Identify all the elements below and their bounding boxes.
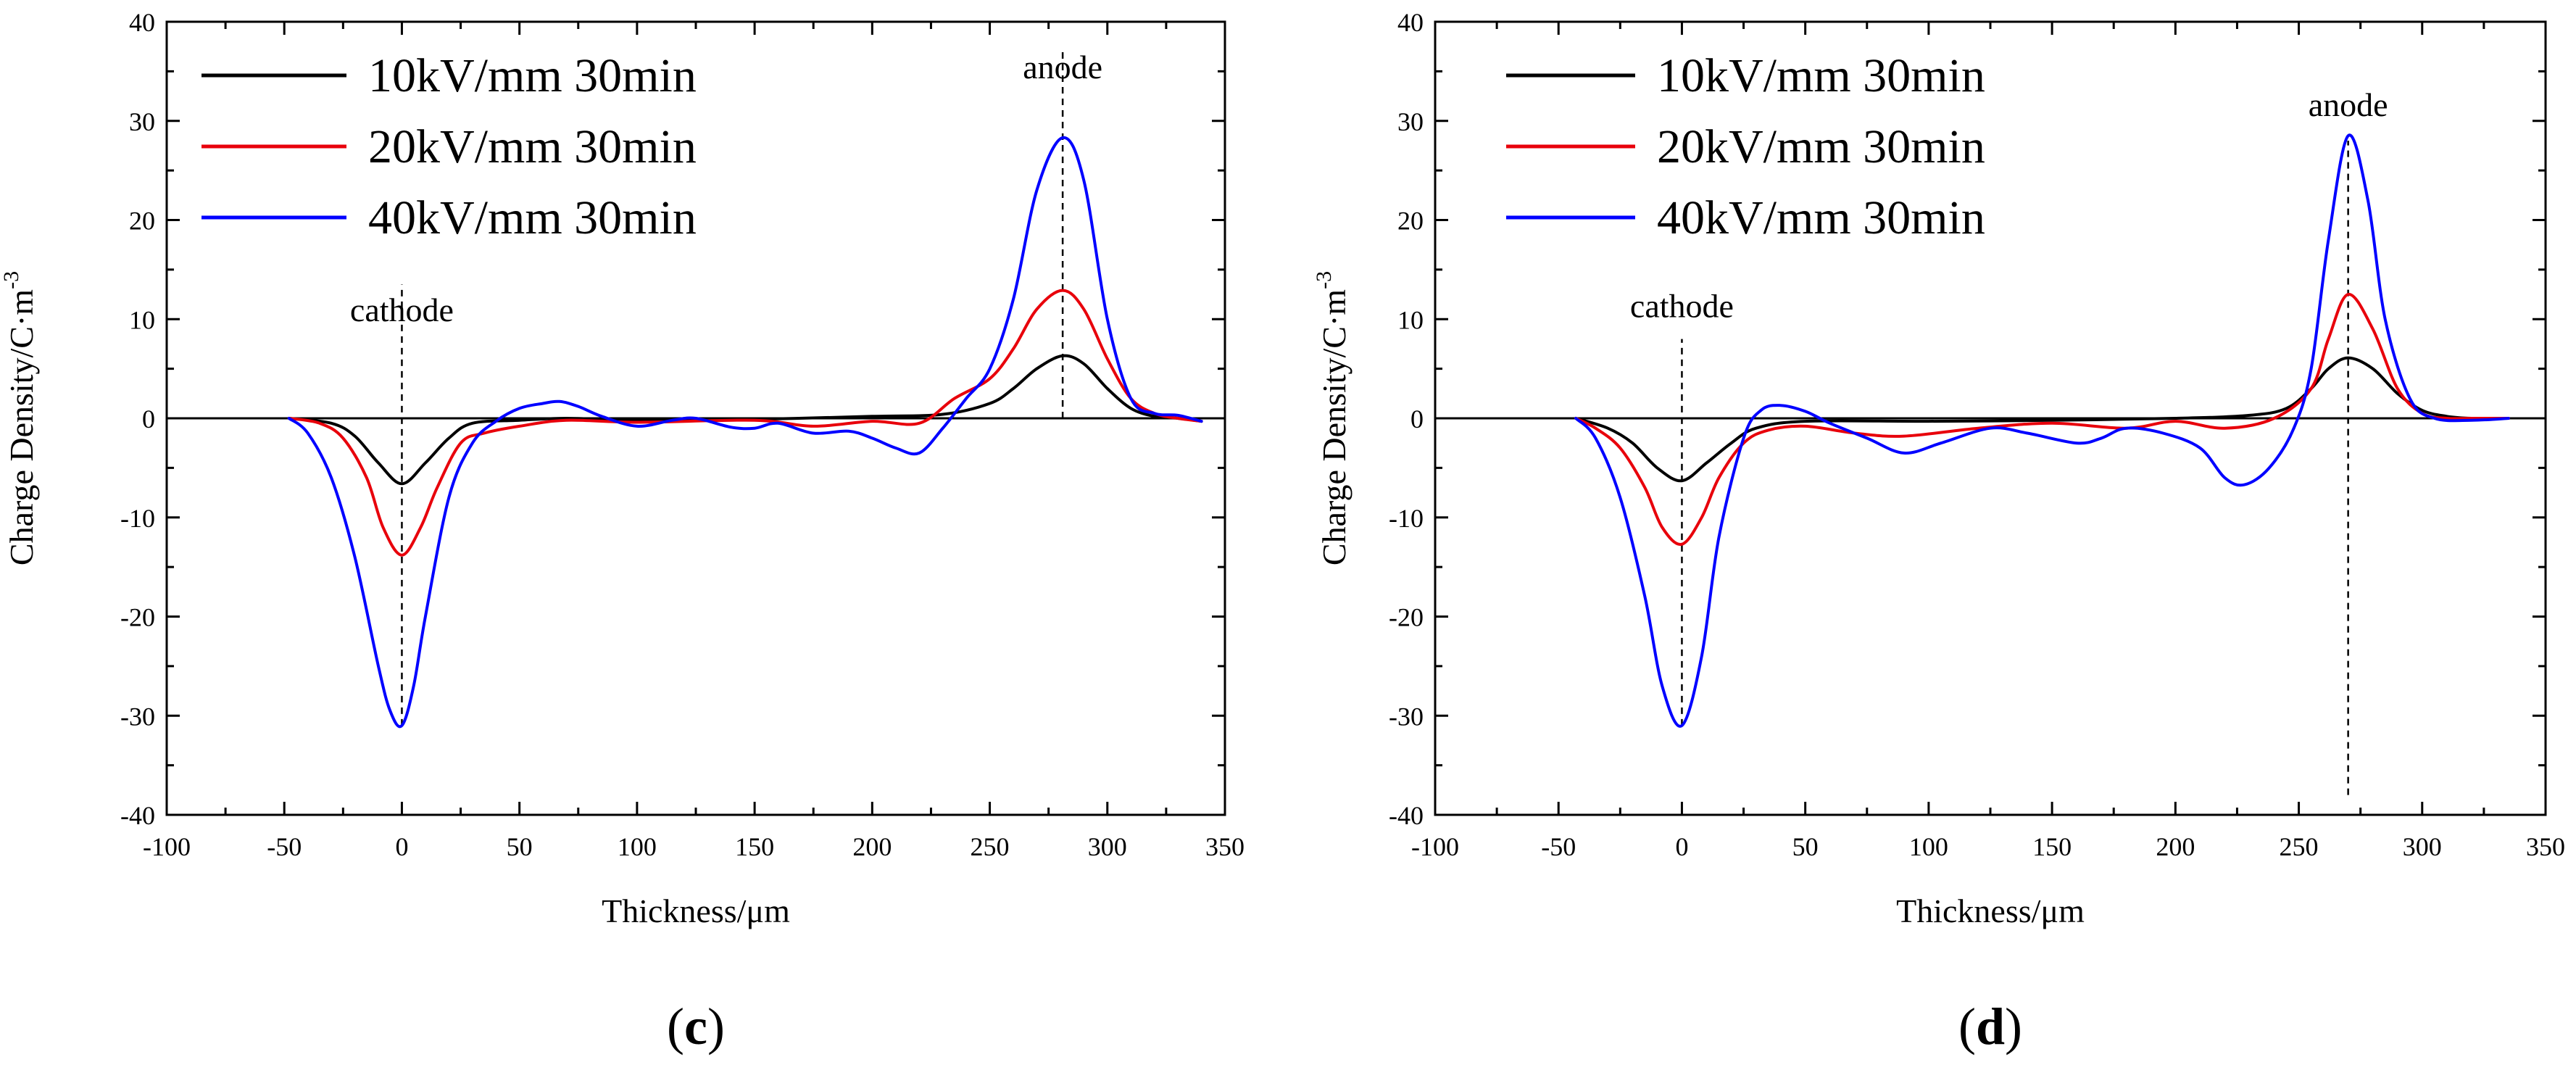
x-axis-title: Thickness/μm [602, 892, 790, 929]
legend-label-40kV: 40kV/mm 30min [368, 191, 697, 244]
panel-label-letter: c [684, 998, 707, 1056]
x-tick-label: 100 [1909, 832, 1948, 861]
panel-label-open: ( [667, 998, 684, 1056]
y-tick-label: -40 [120, 801, 155, 830]
panel-d: -100 -50 0 50 100 150 200 250 300 350-40-30-20-10… [1312, 8, 2565, 1056]
y-tick-label: 10 [129, 305, 155, 334]
legend-label-40kV: 40kV/mm 30min [1657, 191, 1985, 244]
y-tick-label: -20 [120, 603, 155, 632]
anode-label: anode [1023, 49, 1102, 86]
y-tick-label: -40 [1389, 801, 1424, 830]
x-tick-label: 0 [1675, 832, 1688, 861]
x-tick-label: 50 [1792, 832, 1819, 861]
x-tick-label: 200 [2156, 832, 2195, 861]
legend-label-10kV: 10kV/mm 30min [368, 49, 697, 102]
y-tick-label: 40 [1397, 8, 1424, 37]
y-tick-label: 30 [129, 107, 155, 136]
y-tick-label: -20 [1389, 603, 1424, 632]
y-tick-label: -10 [1389, 504, 1424, 533]
x-tick-label: 300 [2403, 832, 2442, 861]
cathode-label: cathode [1630, 288, 1734, 325]
x-tick-label: 250 [971, 832, 1010, 861]
x-tick-label: -100 [143, 832, 191, 861]
y-axis-title: Charge Density/C·m-3 [0, 271, 40, 565]
cathode-label: cathode [350, 291, 454, 328]
y-tick-label: 0 [142, 405, 155, 434]
y-tick-label: -30 [1389, 702, 1424, 731]
x-tick-label: -100 [1411, 832, 1459, 861]
y-axis-title-text: Charge Density/C·m [3, 289, 40, 565]
y-tick-label: 10 [1397, 305, 1424, 334]
legend-label-20kV: 20kV/mm 30min [368, 120, 697, 173]
panel-label: (d) [1958, 998, 2022, 1056]
x-tick-label: 200 [852, 832, 892, 861]
x-tick-label: 300 [1088, 832, 1127, 861]
x-tick-label: 150 [2032, 832, 2072, 861]
y-tick-label: 20 [129, 207, 155, 236]
panel-label-close: ) [2005, 998, 2022, 1056]
panel-c: -100 -50 0 50 100 150 200 250 300 350-40-30-20-10… [0, 8, 1245, 1056]
y-tick-label: 20 [1397, 207, 1424, 236]
x-axis-title: Thickness/μm [1896, 892, 2085, 929]
x-tick-label: 150 [735, 832, 774, 861]
series-line-10kV [1574, 356, 2510, 483]
x-tick-label: 350 [2526, 832, 2565, 861]
x-tick-label: -50 [267, 832, 302, 861]
y-axis-title-text: Charge Density/C·m [1316, 289, 1353, 565]
y-tick-label: 40 [129, 8, 155, 37]
legend-label-10kV: 10kV/mm 30min [1657, 49, 1985, 102]
anode-label: anode [2309, 86, 2388, 123]
y-tick-label: -30 [120, 702, 155, 731]
y-tick-label: 30 [1397, 107, 1424, 136]
y-axis-title-exponent: -3 [1312, 271, 1336, 289]
x-tick-label: -50 [1541, 832, 1576, 861]
panel-label-letter: d [1976, 998, 2005, 1056]
series-line-10kV [287, 354, 1203, 486]
x-tick-label: 250 [2280, 832, 2319, 861]
panel-label-open: ( [1958, 998, 1976, 1056]
y-tick-label: -10 [120, 504, 155, 533]
x-tick-label: 100 [618, 832, 657, 861]
y-axis-title: Charge Density/C·m-3 [1312, 271, 1353, 565]
x-tick-label: 50 [507, 832, 533, 861]
panel-label-close: ) [707, 998, 725, 1056]
y-tick-label: 0 [1410, 405, 1424, 434]
panel-label: (c) [667, 998, 725, 1056]
x-tick-label: 350 [1205, 832, 1245, 861]
series-line-40kV [1574, 133, 2510, 728]
legend-label-20kV: 20kV/mm 30min [1657, 120, 1985, 173]
series-line-40kV [287, 136, 1203, 729]
series-line-20kV [1574, 293, 2510, 546]
y-axis-title-exponent: -3 [0, 271, 23, 289]
series-line-20kV [287, 289, 1203, 557]
x-tick-label: 0 [395, 832, 408, 861]
